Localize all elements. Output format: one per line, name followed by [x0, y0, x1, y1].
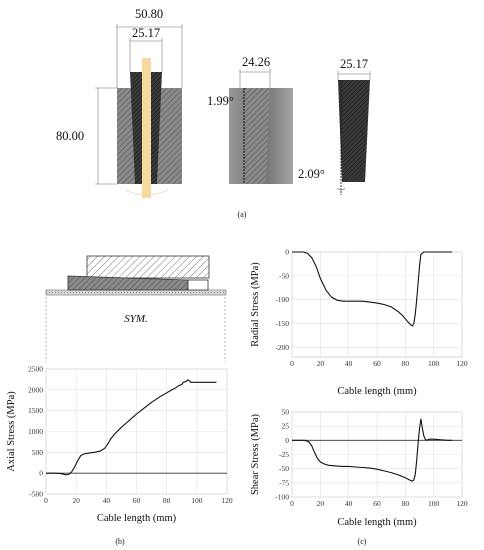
wedge-2: [242, 88, 270, 184]
y-tick-label: 1000: [28, 427, 43, 436]
x-tick-label: 40: [103, 496, 111, 505]
x-tick-label: 60: [373, 359, 381, 368]
series-line-shear: [292, 418, 453, 482]
x-tick-label: 100: [428, 359, 440, 368]
x-tick-label: 120: [456, 359, 468, 368]
radial-stress-chart: 0 20 40 60 80 100 120 0 -50 -100 -150 -200 Cable len…: [250, 248, 468, 398]
x-tick-label: 80: [402, 359, 410, 368]
dim-angle-2: 2.09°: [298, 167, 325, 181]
x-tick-label: 0: [44, 496, 48, 505]
dim-height: 80.00: [56, 129, 84, 143]
dim-width-3: 25.17: [340, 57, 368, 71]
y-tick-label: 25: [282, 422, 290, 431]
y-tick-label: -75: [279, 478, 289, 487]
x-tick-label: 120: [456, 499, 468, 508]
panel-b-schematic: SYM.: [45, 255, 227, 362]
y-tick-label: -100: [275, 493, 289, 502]
dim-width-2: 24.26: [242, 55, 270, 69]
y-tick-label: -100: [275, 295, 289, 304]
schematic-base: [45, 289, 227, 296]
dim-angle-1: 1.99°: [207, 94, 234, 108]
y-tick-label: 50: [282, 408, 290, 417]
x-tick-label: 0: [290, 499, 294, 508]
x-axis-label: Cable length (mm): [97, 513, 177, 524]
x-tick-label: 20: [317, 359, 325, 368]
x-tick-label: 100: [191, 496, 203, 505]
wedge-3: [338, 80, 370, 182]
x-tick-label: 20: [317, 499, 325, 508]
caption-b: (b): [115, 537, 125, 546]
sym-label: SYM.: [124, 313, 148, 325]
x-tick-label: 40: [345, 499, 353, 508]
x-tick-label: 80: [163, 496, 171, 505]
x-tick-label: 100: [428, 499, 440, 508]
y-tick-label: 2000: [28, 385, 43, 394]
x-tick-label: 60: [373, 499, 381, 508]
x-axis-label: Cable length (mm): [337, 517, 417, 528]
y-tick-label: -500: [29, 490, 43, 499]
x-axis-label: Cable length (mm): [337, 386, 417, 397]
series-line-axial: [46, 379, 217, 476]
schematic-barrel: [86, 255, 210, 279]
y-tick-label: 1500: [28, 406, 43, 415]
series-line-radial: [292, 251, 453, 327]
y-tick-label: 0: [39, 469, 43, 478]
x-tick-label: 40: [345, 359, 353, 368]
y-tick-label: 0: [285, 248, 289, 257]
y-tick-label: 2500: [28, 365, 43, 374]
x-tick-label: 80: [402, 499, 410, 508]
y-tick-label: 500: [32, 448, 44, 457]
y-tick-label: -50: [279, 464, 289, 473]
y-tick-label: -200: [275, 343, 289, 352]
panel-a: 50.80 25.17 80.00 1.99° 24.26 25.17 2.09…: [56, 7, 371, 219]
shear-stress-chart: 0 20 40 60 80 100 120 50 25 0 -25 -50 -75 -100 Cable l…: [250, 408, 468, 529]
dim-inner-width-1: 25.17: [132, 26, 160, 40]
x-tick-label: 0: [290, 359, 294, 368]
y-axis-label: Axial Stress (MPa): [6, 391, 17, 472]
y-tick-label: -150: [275, 319, 289, 328]
strand: [142, 58, 151, 198]
caption-a: (a): [238, 210, 247, 219]
dim-outer-width: 50.80: [135, 7, 163, 21]
y-tick-label: -50: [279, 271, 289, 280]
y-tick-label: -25: [279, 450, 289, 459]
x-tick-label: 60: [133, 496, 141, 505]
axial-stress-chart: 0 20 40 60 80 100 120-50005001000150020002500C…: [6, 365, 233, 525]
y-tick-label: 0: [285, 436, 289, 445]
y-axis-label: Radial Stress (MPa): [250, 262, 261, 347]
y-axis-label: Shear Stress (MPa): [250, 413, 261, 495]
caption-c: (c): [358, 537, 367, 546]
x-tick-label: 120: [221, 496, 233, 505]
x-tick-label: 20: [72, 496, 80, 505]
